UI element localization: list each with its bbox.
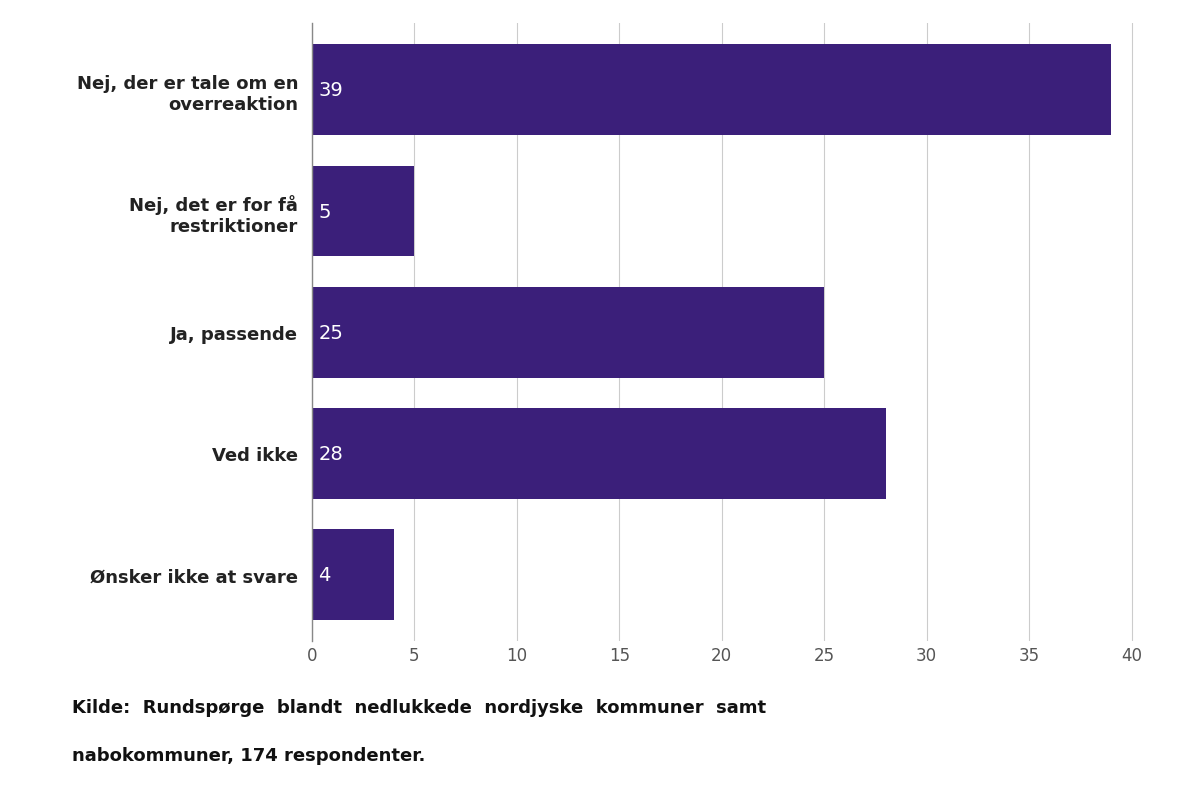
Text: 4: 4 [318, 565, 330, 585]
Bar [312, 45, 1111, 136]
Text: 28: 28 [318, 444, 343, 464]
Text: 39: 39 [318, 81, 343, 100]
Bar [312, 408, 886, 500]
Bar [312, 529, 394, 621]
Bar [312, 287, 824, 379]
Text: Kilde:  Rundspørge  blandt  nedlukkede  nordjyske  kommuner  samt: Kilde: Rundspørge blandt nedlukkede nord… [72, 698, 766, 715]
Text: nabokommuner, 174 respondenter.: nabokommuner, 174 respondenter. [72, 746, 425, 764]
Text: 25: 25 [318, 323, 343, 342]
Bar [312, 166, 414, 257]
Text: 5: 5 [318, 202, 331, 221]
